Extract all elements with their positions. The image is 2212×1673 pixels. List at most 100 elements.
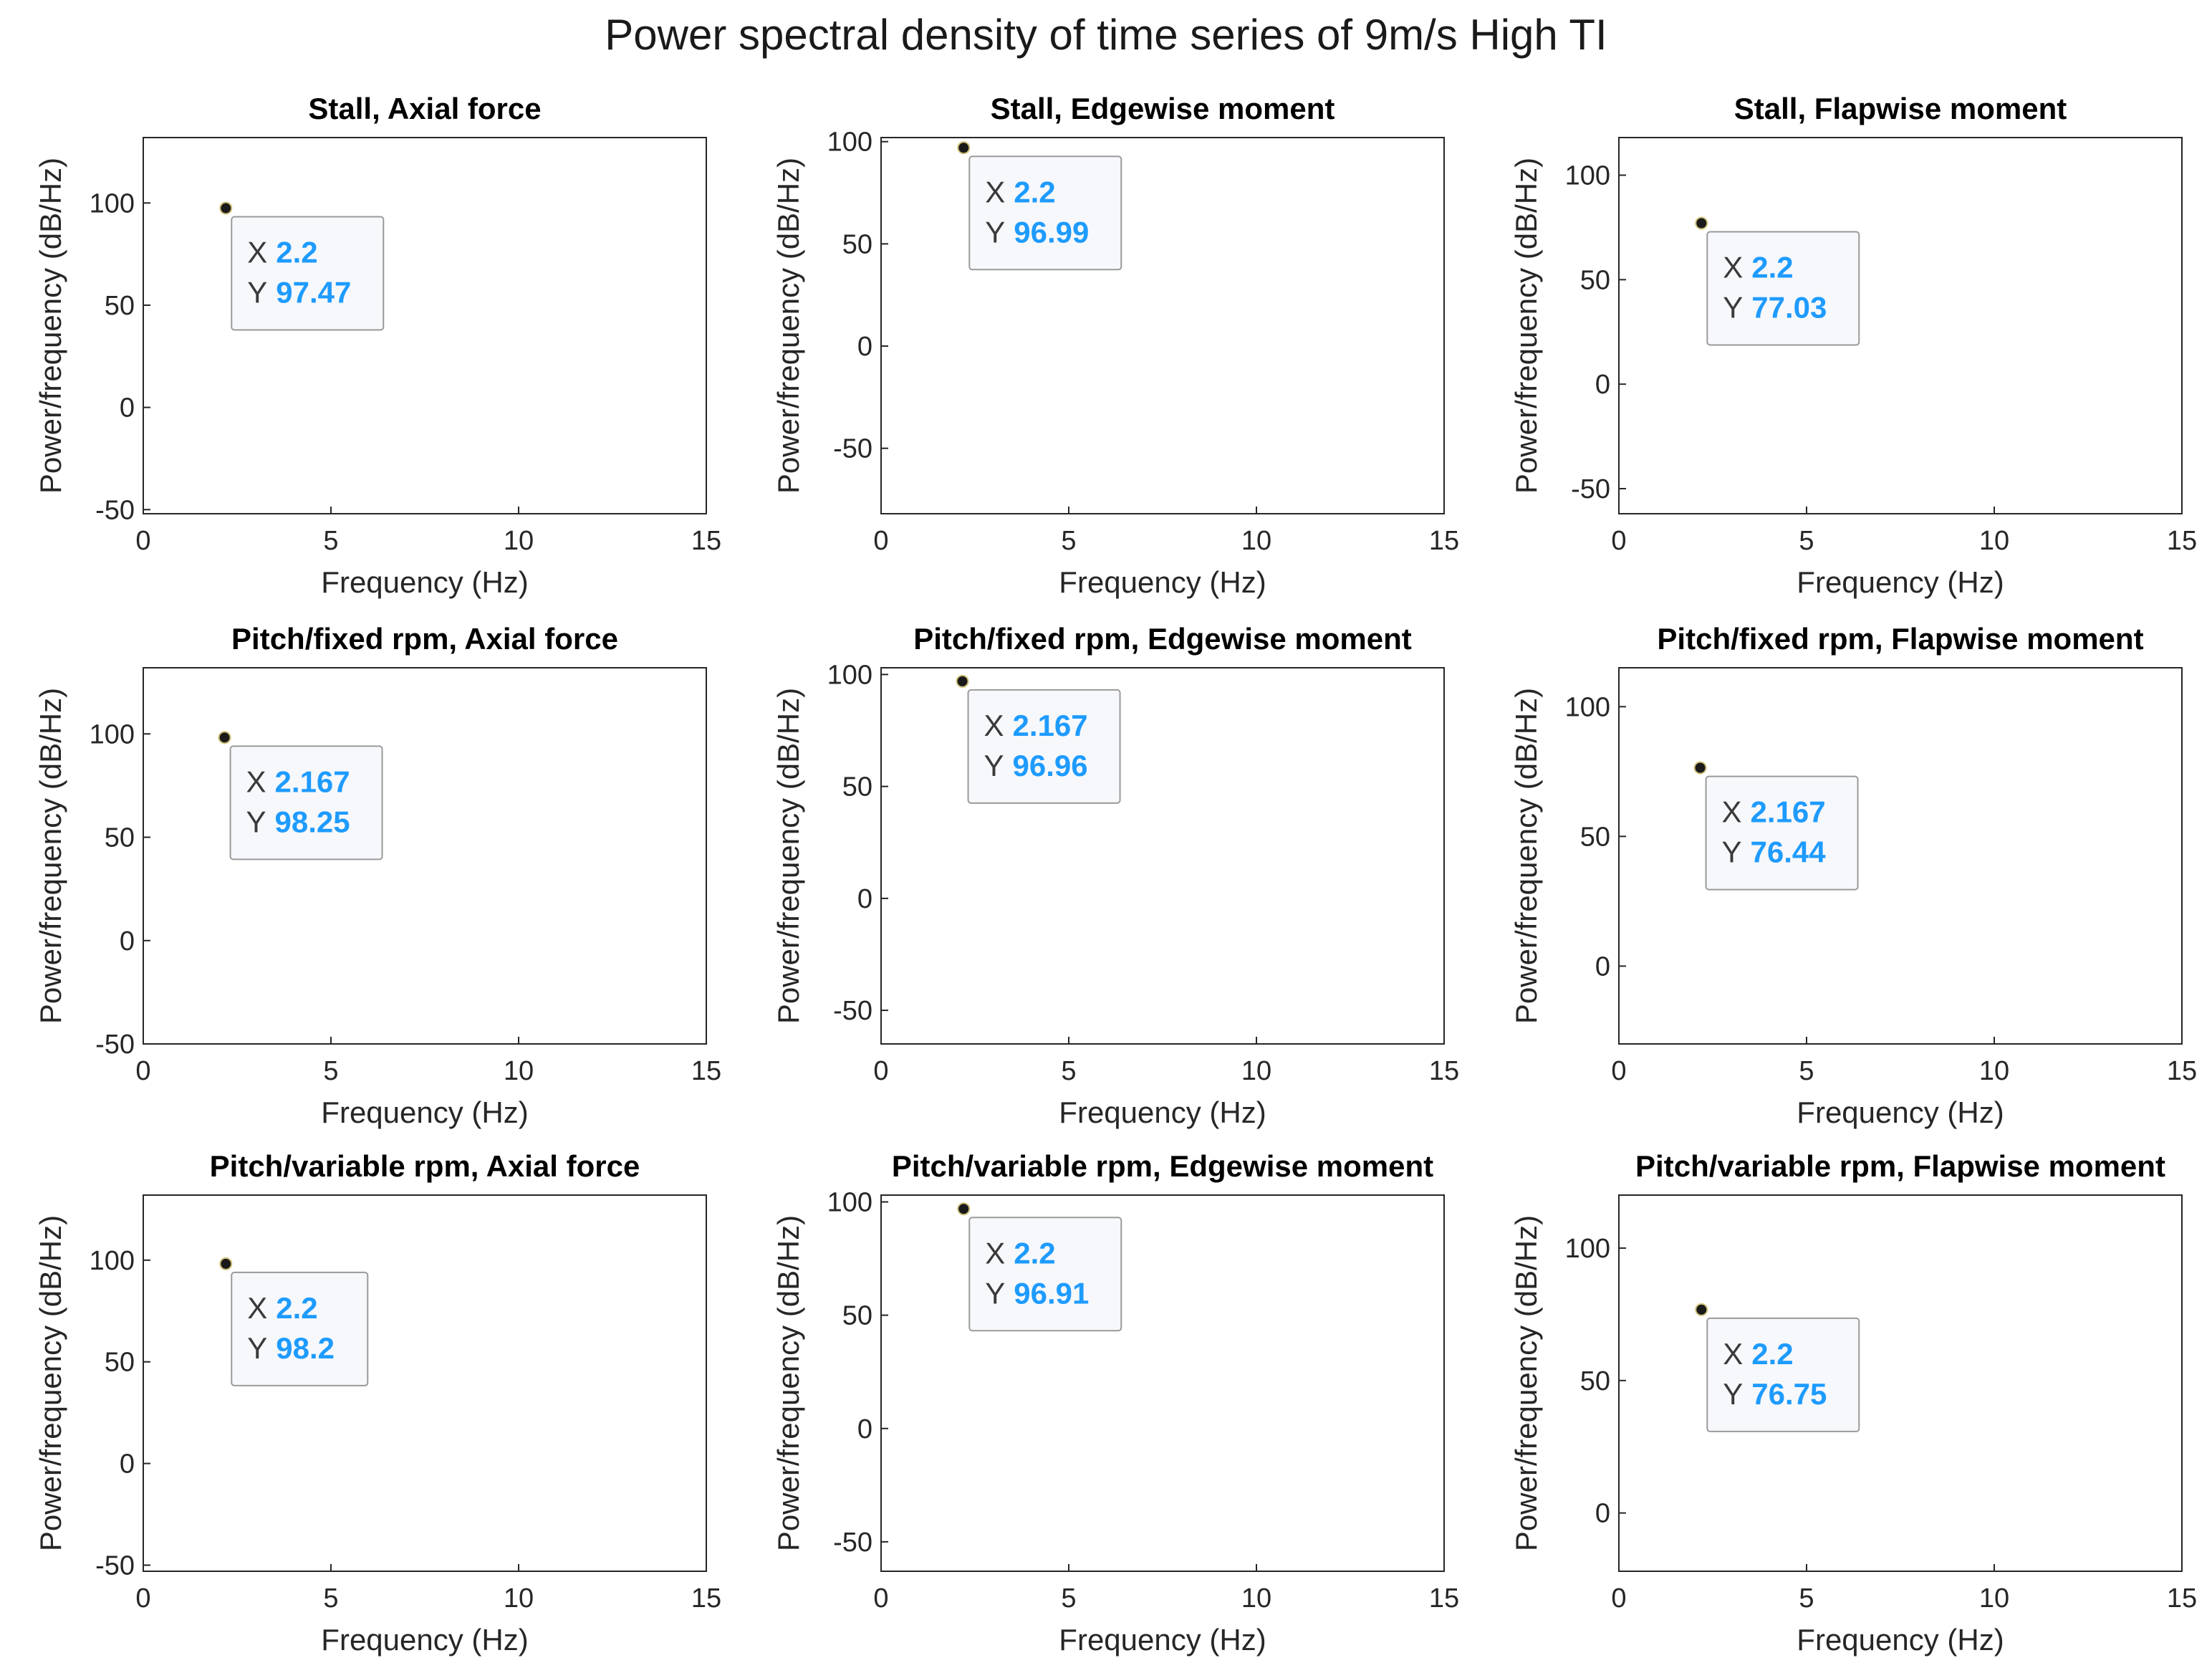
data-tip-marker[interactable] (1695, 1303, 1708, 1316)
x-tick-label: 0 (873, 1056, 888, 1086)
axes-box (880, 667, 1445, 1045)
y-tick-label: -50 (95, 1550, 135, 1581)
data-tip-x-key: X (984, 709, 1004, 742)
data-tip-x-key: X (246, 764, 266, 798)
x-tick-label: 5 (1061, 1056, 1076, 1086)
y-tick-label: 100 (827, 660, 872, 690)
data-tip-x-key: X (1723, 250, 1743, 284)
x-axis-label: Frequency (Hz) (1059, 1096, 1266, 1129)
data-tip-box[interactable] (229, 745, 383, 861)
data-tip-box[interactable] (1706, 231, 1860, 346)
y-axis-label: Power/frequency (dB/Hz) (1509, 688, 1543, 1024)
y-axis-label: Power/frequency (dB/Hz) (771, 158, 805, 494)
y-tick-label: -50 (833, 434, 872, 464)
data-tip-box[interactable] (231, 216, 385, 331)
axes-box (143, 137, 707, 514)
data-tip-marker[interactable] (957, 1202, 971, 1216)
y-tick-label: 0 (1595, 1499, 1610, 1529)
data-tip-x-key: X (247, 236, 267, 269)
data-tip-box[interactable] (1705, 775, 1859, 891)
x-tick-label: 0 (873, 1583, 888, 1614)
data-tip-y-key: Y (1722, 835, 1742, 869)
x-axis-label: Frequency (Hz) (321, 565, 528, 599)
data-tip[interactable]: X 2.2Y 76.75 (1695, 1303, 1860, 1432)
axes-box (143, 1194, 707, 1572)
data-tip-y-value: 98.2 (276, 1331, 335, 1365)
x-tick-label: 5 (1061, 1583, 1076, 1614)
x-tick-label: 5 (323, 1056, 338, 1086)
y-axis-label: Power/frequency (dB/Hz) (771, 688, 805, 1024)
x-tick-label: 5 (323, 526, 338, 556)
data-tip-marker[interactable] (1695, 216, 1708, 230)
data-tip-box[interactable] (1706, 1317, 1860, 1432)
data-tip-marker[interactable] (218, 731, 231, 744)
data-tip-y-value: 96.99 (1014, 215, 1089, 249)
data-tip-y-value: 96.96 (1013, 749, 1088, 782)
data-tip-marker[interactable] (957, 141, 971, 155)
y-tick-label: -50 (95, 1030, 135, 1060)
data-tip-x-key: X (985, 1236, 1005, 1270)
y-axis-label: Power/frequency (dB/Hz) (1509, 1215, 1543, 1551)
data-tip[interactable]: X 2.167 Y 96.96 (956, 674, 1121, 804)
axes-box (1618, 667, 2183, 1045)
x-tick-label: 10 (1241, 1583, 1271, 1614)
x-tick-label: 15 (2167, 1056, 2197, 1086)
data-tip[interactable]: X 2.2 Y 96.91 (957, 1202, 1122, 1332)
x-tick-label: 15 (1429, 1056, 1459, 1086)
x-tick-label: 15 (1429, 526, 1459, 556)
x-tick-label: 0 (135, 1583, 150, 1614)
y-tick-label: 100 (1565, 1234, 1610, 1264)
y-tick-label: 50 (842, 772, 872, 802)
y-tick-label: 0 (120, 1449, 135, 1480)
data-tip-x-value: 2.2 (1014, 175, 1055, 208)
data-tip-x-key: X (1723, 1337, 1743, 1371)
data-tip-y-value: 77.03 (1751, 290, 1827, 324)
y-tick-label: 50 (842, 229, 872, 259)
x-axis-label: Frequency (Hz) (1797, 1096, 2004, 1129)
data-tip[interactable]: X 2.2Y 77.03 (1695, 216, 1860, 346)
data-tip-box[interactable] (967, 689, 1121, 804)
x-tick-label: 0 (135, 1056, 150, 1086)
data-tip-box[interactable] (968, 155, 1122, 271)
data-tip-y-key: Y (246, 805, 266, 838)
data-tip[interactable]: X 2.2 Y 97.47 (219, 201, 385, 331)
data-tip-marker[interactable] (219, 201, 233, 215)
y-tick-label: 50 (1580, 822, 1610, 852)
x-axis-label: Frequency (Hz) (1797, 1623, 2004, 1657)
subplot-title: Pitch/fixed rpm, Axial force (231, 622, 618, 656)
data-tip-x-value: 2.167 (1751, 795, 1826, 829)
x-tick-label: 10 (504, 1583, 534, 1614)
y-tick-label: 100 (1565, 161, 1610, 191)
y-tick-label: 0 (1595, 370, 1610, 400)
data-tip[interactable]: X 2.2 Y 98.2 (219, 1257, 369, 1386)
data-tip-marker[interactable] (956, 674, 969, 688)
x-tick-label: 0 (1611, 526, 1626, 556)
data-tip[interactable]: X 2.167 Y 76.44 (1693, 761, 1859, 891)
data-tip[interactable]: X 2.167 Y 98.25 (218, 731, 383, 861)
subplot-title: Pitch/fixed rpm, Flapwise moment (1657, 622, 2143, 656)
axes-box (880, 1194, 1445, 1572)
data-tip-marker[interactable] (219, 1257, 233, 1270)
x-tick-label: 10 (504, 526, 534, 556)
axes-box (1618, 137, 2183, 514)
x-tick-label: 10 (1241, 1056, 1271, 1086)
x-tick-label: 15 (2167, 1583, 2197, 1614)
y-tick-label: 50 (1580, 265, 1610, 295)
data-tip[interactable]: X 2.2 Y 96.99 (957, 141, 1122, 271)
data-tip-y-value: 98.25 (275, 805, 350, 838)
data-tip-marker[interactable] (1693, 761, 1707, 775)
y-tick-label: 100 (827, 1187, 872, 1217)
data-tip-y-value: 97.47 (276, 276, 351, 310)
data-tip-x-value: 2.2 (1751, 250, 1793, 284)
data-tip-x-value: 2.167 (275, 764, 350, 798)
data-tip-box[interactable] (231, 1271, 369, 1386)
x-tick-label: 15 (691, 1583, 721, 1614)
y-tick-label: 50 (105, 1348, 135, 1378)
data-tip-box[interactable] (968, 1217, 1122, 1332)
y-axis-label: Power/frequency (dB/Hz) (34, 158, 67, 494)
x-tick-label: 15 (2167, 526, 2197, 556)
x-tick-label: 10 (1979, 1583, 2009, 1614)
